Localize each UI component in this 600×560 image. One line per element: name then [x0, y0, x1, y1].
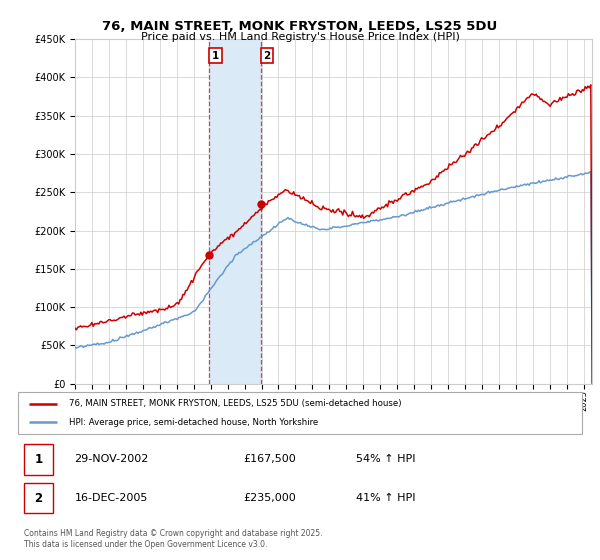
- Text: 1: 1: [212, 51, 219, 60]
- Text: £235,000: £235,000: [244, 493, 296, 503]
- Text: 1: 1: [34, 452, 43, 465]
- Text: HPI: Average price, semi-detached house, North Yorkshire: HPI: Average price, semi-detached house,…: [69, 418, 318, 427]
- Text: 54% ↑ HPI: 54% ↑ HPI: [356, 454, 416, 464]
- Text: 29-NOV-2002: 29-NOV-2002: [74, 454, 149, 464]
- Text: 41% ↑ HPI: 41% ↑ HPI: [356, 493, 416, 503]
- Text: 76, MAIN STREET, MONK FRYSTON, LEEDS, LS25 5DU (semi-detached house): 76, MAIN STREET, MONK FRYSTON, LEEDS, LS…: [69, 399, 401, 408]
- Text: 16-DEC-2005: 16-DEC-2005: [74, 493, 148, 503]
- Bar: [209, 39, 261, 384]
- Text: £167,500: £167,500: [244, 454, 296, 464]
- FancyBboxPatch shape: [18, 392, 582, 434]
- Text: 2: 2: [34, 492, 43, 505]
- FancyBboxPatch shape: [23, 483, 53, 514]
- Text: 76, MAIN STREET, MONK FRYSTON, LEEDS, LS25 5DU: 76, MAIN STREET, MONK FRYSTON, LEEDS, LS…: [103, 20, 497, 32]
- Text: 2: 2: [263, 51, 271, 60]
- Text: Price paid vs. HM Land Registry's House Price Index (HPI): Price paid vs. HM Land Registry's House …: [140, 32, 460, 43]
- FancyBboxPatch shape: [23, 444, 53, 474]
- Text: Contains HM Land Registry data © Crown copyright and database right 2025.
This d: Contains HM Land Registry data © Crown c…: [24, 529, 323, 549]
